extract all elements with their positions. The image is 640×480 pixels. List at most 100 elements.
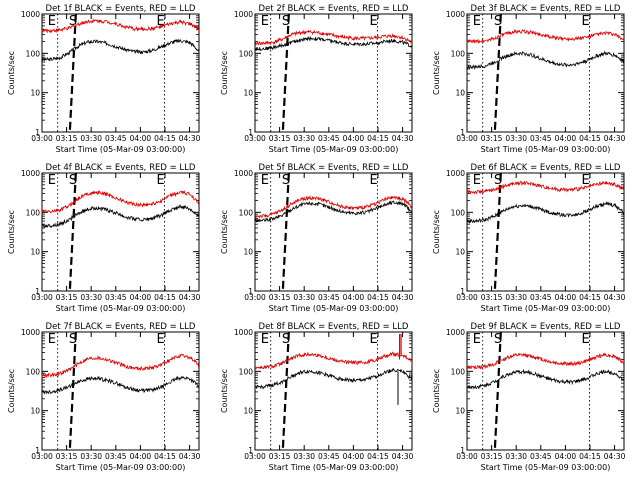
marker-letter-s: S [69, 14, 77, 29]
panel-det-9: Det 9f BLACK = Events, RED = LLD Counts/s… [432, 322, 626, 472]
marker-letter-s: S [69, 332, 77, 347]
y-tick-label: 1000 [234, 169, 253, 178]
x-tick-label: 03:00 [244, 293, 266, 302]
saa-marker-line [68, 172, 77, 292]
x-tick-label: 03:00 [31, 134, 53, 143]
marker-letter-e-start: E [473, 173, 481, 188]
saa-marker-line [281, 13, 290, 133]
panel-title: Det 1f BLACK = Events, RED = LLD [46, 4, 196, 14]
marker-letter-s: S [494, 14, 502, 29]
marker-letter-e-end: E [156, 173, 164, 188]
y-axis-label: Counts/sec [220, 369, 229, 413]
x-tick-label: 03:15 [269, 452, 291, 461]
marker-letter-e-start: E [261, 173, 269, 188]
x-tick-label: 03:45 [318, 452, 340, 461]
y-axis-label: Counts/sec [432, 210, 441, 254]
x-tick-label: 03:30 [80, 293, 102, 302]
x-tick-label: 03:45 [530, 134, 552, 143]
y-tick-label: 100 [451, 367, 466, 376]
y-tick-label: 100 [451, 49, 466, 58]
y-tick-label: 10 [243, 248, 253, 257]
y-tick-label: 10 [30, 248, 40, 257]
y-axis-label: Counts/sec [220, 210, 229, 254]
marker-letter-e-start: E [261, 332, 269, 347]
plot-frame [254, 13, 413, 133]
marker-letter-s: S [282, 332, 290, 347]
y-tick-label: 100 [26, 208, 41, 217]
x-tick-label: 04:15 [154, 134, 176, 143]
y-tick-label: 100 [26, 367, 41, 376]
x-tick-label: 04:30 [392, 452, 414, 461]
y-tick-label: 1 [35, 287, 40, 296]
x-tick-label: 03:15 [269, 293, 291, 302]
panel-title: Det 2f BLACK = Events, RED = LLD [259, 4, 409, 14]
x-tick-label: 03:30 [80, 134, 102, 143]
plot-frame [466, 172, 625, 292]
plot-frame [466, 331, 625, 451]
series-events-line [41, 204, 200, 228]
plot-frame [254, 331, 413, 451]
x-tick-label: 04:00 [343, 293, 365, 302]
x-tick-label: 03:15 [481, 134, 503, 143]
x-tick-label: 04:15 [579, 134, 601, 143]
x-tick-label: 04:30 [604, 134, 626, 143]
panel-det-7: Det 7f BLACK = Events, RED = LLD Counts/s… [7, 322, 201, 472]
y-tick-label: 1000 [234, 10, 253, 19]
y-tick-label: 100 [26, 49, 41, 58]
x-tick-label: 04:30 [179, 134, 201, 143]
x-tick-label: 04:15 [367, 134, 389, 143]
y-tick-label: 1000 [21, 169, 40, 178]
marker-letter-e-start: E [473, 332, 481, 347]
plot-frame [41, 172, 200, 292]
x-tick-label: 04:15 [154, 293, 176, 302]
y-tick-label: 1000 [446, 169, 465, 178]
x-tick-label: 04:30 [179, 293, 201, 302]
y-tick-label: 100 [239, 49, 254, 58]
series-lld-line [41, 353, 200, 379]
x-axis-label: Start Time (05-Mar-09 03:00:00) [56, 145, 186, 154]
series-lld-line [254, 194, 413, 219]
y-tick-label: 10 [243, 89, 253, 98]
x-tick-label: 03:15 [481, 293, 503, 302]
x-tick-label: 03:15 [56, 293, 78, 302]
x-tick-label: 03:15 [481, 452, 503, 461]
x-tick-label: 04:00 [343, 134, 365, 143]
x-tick-label: 04:00 [555, 293, 577, 302]
marker-letter-e-end: E [369, 14, 377, 29]
x-tick-label: 04:30 [179, 452, 201, 461]
x-tick-label: 03:30 [293, 452, 315, 461]
series-events-line [466, 200, 625, 224]
x-tick-label: 03:00 [244, 134, 266, 143]
saa-marker-line [493, 172, 502, 292]
y-axis-label: Counts/sec [432, 369, 441, 413]
y-tick-label: 1 [460, 287, 465, 296]
marker-letter-s: S [282, 14, 290, 29]
series-lld-line [254, 29, 413, 46]
series-events-line [466, 368, 625, 390]
series-lld-line [254, 351, 413, 370]
y-tick-label: 1 [248, 128, 253, 137]
x-tick-label: 03:30 [505, 293, 527, 302]
panel-title: Det 6f BLACK = Events, RED = LLD [471, 163, 621, 173]
y-tick-label: 1000 [446, 10, 465, 19]
marker-letter-e-end: E [156, 332, 164, 347]
y-tick-label: 100 [239, 208, 254, 217]
panel-det-4: Det 4f BLACK = Events, RED = LLD Counts/s… [7, 163, 201, 313]
x-tick-label: 04:15 [154, 452, 176, 461]
y-tick-label: 1 [248, 446, 253, 455]
x-tick-label: 03:15 [56, 452, 78, 461]
y-tick-label: 100 [451, 208, 466, 217]
y-axis-label: Counts/sec [220, 51, 229, 95]
panel-det-2: Det 2f BLACK = Events, RED = LLD Counts/s… [220, 4, 414, 154]
plot-frame [254, 172, 413, 292]
marker-letter-e-end: E [156, 14, 164, 29]
y-tick-label: 1000 [21, 328, 40, 337]
marker-letter-e-start: E [473, 14, 481, 29]
y-tick-label: 1 [35, 128, 40, 137]
x-tick-label: 03:30 [505, 134, 527, 143]
x-tick-label: 03:30 [293, 293, 315, 302]
marker-letter-e-start: E [48, 14, 56, 29]
panel-det-6: Det 6f BLACK = Events, RED = LLD Counts/s… [432, 163, 626, 313]
x-tick-label: 03:15 [56, 134, 78, 143]
x-tick-label: 04:30 [392, 293, 414, 302]
